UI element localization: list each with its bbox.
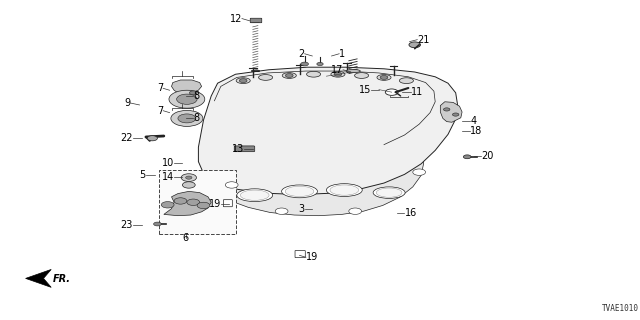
- Circle shape: [187, 199, 200, 205]
- Ellipse shape: [285, 186, 314, 196]
- Circle shape: [285, 74, 293, 77]
- Polygon shape: [200, 122, 424, 216]
- Circle shape: [154, 222, 161, 226]
- Text: 1: 1: [339, 49, 346, 59]
- Text: 2: 2: [298, 49, 305, 59]
- Text: 8: 8: [193, 113, 200, 124]
- Text: 16: 16: [404, 208, 417, 218]
- Circle shape: [189, 91, 197, 95]
- Text: TVAE1010: TVAE1010: [602, 304, 639, 313]
- Text: 6: 6: [182, 233, 189, 243]
- Text: 12: 12: [230, 13, 242, 24]
- Ellipse shape: [355, 73, 369, 78]
- Circle shape: [225, 182, 238, 188]
- Circle shape: [177, 94, 197, 104]
- Text: 5: 5: [140, 170, 146, 180]
- Ellipse shape: [376, 188, 402, 197]
- Circle shape: [181, 174, 196, 181]
- Circle shape: [317, 62, 323, 66]
- Polygon shape: [198, 67, 458, 195]
- Ellipse shape: [346, 69, 360, 73]
- FancyBboxPatch shape: [234, 146, 255, 152]
- Text: 4: 4: [470, 116, 477, 126]
- Ellipse shape: [282, 185, 317, 198]
- Circle shape: [301, 62, 308, 66]
- FancyBboxPatch shape: [295, 251, 305, 258]
- Text: 9: 9: [124, 98, 131, 108]
- Ellipse shape: [330, 185, 358, 195]
- Ellipse shape: [259, 75, 273, 80]
- Text: 11: 11: [411, 87, 423, 97]
- Polygon shape: [26, 269, 51, 287]
- Circle shape: [178, 114, 196, 123]
- Circle shape: [385, 89, 398, 95]
- Text: 18: 18: [470, 126, 483, 136]
- Circle shape: [161, 202, 174, 208]
- Polygon shape: [172, 80, 202, 93]
- Circle shape: [452, 113, 459, 116]
- Circle shape: [171, 110, 203, 126]
- Ellipse shape: [399, 78, 413, 84]
- Circle shape: [169, 90, 205, 108]
- Text: 15: 15: [359, 84, 371, 95]
- Circle shape: [409, 42, 420, 48]
- Circle shape: [275, 208, 288, 214]
- Ellipse shape: [241, 190, 269, 200]
- Circle shape: [186, 176, 192, 179]
- Ellipse shape: [331, 71, 345, 77]
- Circle shape: [463, 155, 471, 159]
- Circle shape: [413, 169, 426, 175]
- FancyBboxPatch shape: [159, 170, 236, 234]
- Text: 22: 22: [120, 132, 133, 143]
- Text: 20: 20: [481, 151, 493, 161]
- Circle shape: [334, 72, 342, 76]
- Polygon shape: [164, 191, 211, 216]
- Text: 13: 13: [232, 144, 244, 154]
- Ellipse shape: [307, 71, 321, 77]
- Circle shape: [182, 182, 195, 188]
- Ellipse shape: [236, 78, 250, 84]
- Circle shape: [239, 79, 247, 83]
- Text: 14: 14: [162, 172, 174, 182]
- Text: 10: 10: [162, 158, 174, 168]
- Text: 3: 3: [298, 204, 305, 214]
- Circle shape: [349, 208, 362, 214]
- Text: 21: 21: [417, 35, 429, 45]
- Ellipse shape: [282, 73, 296, 78]
- Ellipse shape: [373, 187, 405, 198]
- Text: 19: 19: [306, 252, 318, 262]
- Ellipse shape: [377, 75, 391, 80]
- Circle shape: [197, 202, 210, 209]
- Circle shape: [147, 136, 157, 141]
- Text: 19: 19: [209, 199, 221, 209]
- Ellipse shape: [237, 189, 273, 202]
- Circle shape: [380, 76, 388, 79]
- Text: 7: 7: [157, 83, 163, 93]
- Text: 23: 23: [121, 220, 133, 230]
- Circle shape: [174, 198, 187, 204]
- Text: 8: 8: [193, 91, 200, 101]
- FancyBboxPatch shape: [250, 18, 262, 23]
- Text: FR.: FR.: [52, 274, 70, 284]
- Ellipse shape: [326, 184, 362, 196]
- FancyBboxPatch shape: [223, 200, 232, 207]
- Polygon shape: [440, 102, 462, 122]
- Text: 17: 17: [331, 65, 343, 75]
- Circle shape: [444, 108, 450, 111]
- Text: 7: 7: [157, 106, 163, 116]
